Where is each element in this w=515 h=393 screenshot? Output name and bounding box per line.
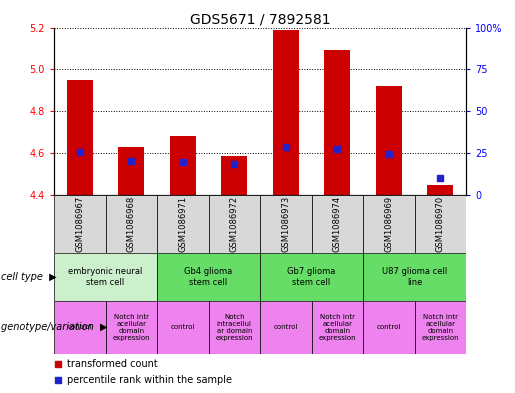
Point [179, 159, 187, 165]
Bar [312, 195, 363, 253]
Text: genotype/variation  ▶: genotype/variation ▶ [1, 322, 108, 332]
Text: Gb7 glioma
stem cell: Gb7 glioma stem cell [287, 267, 336, 287]
Bar [106, 195, 157, 253]
Text: Notch
intracellul
ar domain
expression: Notch intracellul ar domain expression [215, 314, 253, 341]
Text: percentile rank within the sample: percentile rank within the sample [67, 375, 232, 385]
Bar [54, 195, 106, 253]
Text: GSM1086967: GSM1086967 [75, 196, 84, 252]
Bar [209, 301, 260, 354]
Text: control: control [376, 324, 401, 330]
Text: cell type  ▶: cell type ▶ [1, 272, 57, 282]
Bar [324, 50, 350, 195]
Bar [363, 301, 415, 354]
Point [333, 146, 341, 152]
Bar [415, 301, 466, 354]
Text: Notch intr
acellular
domain
expression: Notch intr acellular domain expression [421, 314, 459, 341]
Text: embryonic neural
stem cell: embryonic neural stem cell [68, 267, 143, 287]
Text: GSM1086969: GSM1086969 [384, 196, 393, 252]
Point [54, 377, 62, 384]
Point [54, 361, 62, 367]
Bar [260, 195, 312, 253]
Bar [157, 195, 209, 253]
Point [385, 151, 393, 158]
Text: GSM1086971: GSM1086971 [178, 196, 187, 252]
Bar [260, 301, 312, 354]
Bar [54, 301, 106, 354]
Bar [118, 147, 144, 195]
Point [436, 174, 444, 181]
Bar [106, 301, 157, 354]
Point [127, 158, 135, 164]
Text: control: control [170, 324, 195, 330]
Text: GSM1086973: GSM1086973 [281, 196, 290, 252]
Bar [376, 86, 402, 195]
Bar [221, 156, 247, 195]
Point [76, 149, 84, 155]
Text: GSM1086974: GSM1086974 [333, 196, 342, 252]
Text: GSM1086972: GSM1086972 [230, 196, 239, 252]
Bar [363, 195, 415, 253]
Point [282, 144, 290, 150]
Bar [157, 253, 260, 301]
Text: U87 glioma cell
line: U87 glioma cell line [382, 267, 447, 287]
Title: GDS5671 / 7892581: GDS5671 / 7892581 [190, 12, 331, 26]
Bar [157, 301, 209, 354]
Bar [209, 195, 260, 253]
Bar [312, 301, 363, 354]
Text: control: control [273, 324, 298, 330]
Text: Gb4 glioma
stem cell: Gb4 glioma stem cell [184, 267, 233, 287]
Text: GSM1086968: GSM1086968 [127, 196, 136, 252]
Text: Notch intr
acellular
domain
expression: Notch intr acellular domain expression [318, 314, 356, 341]
Bar [415, 195, 466, 253]
Bar [54, 253, 157, 301]
Point [230, 161, 238, 167]
Bar [260, 253, 363, 301]
Bar [67, 80, 93, 195]
Text: transformed count: transformed count [67, 359, 158, 369]
Bar [170, 136, 196, 195]
Text: control: control [67, 324, 92, 330]
Bar [363, 253, 466, 301]
Text: Notch intr
acellular
domain
expression: Notch intr acellular domain expression [112, 314, 150, 341]
Bar [427, 185, 453, 195]
Bar [273, 29, 299, 195]
Text: GSM1086970: GSM1086970 [436, 196, 445, 252]
